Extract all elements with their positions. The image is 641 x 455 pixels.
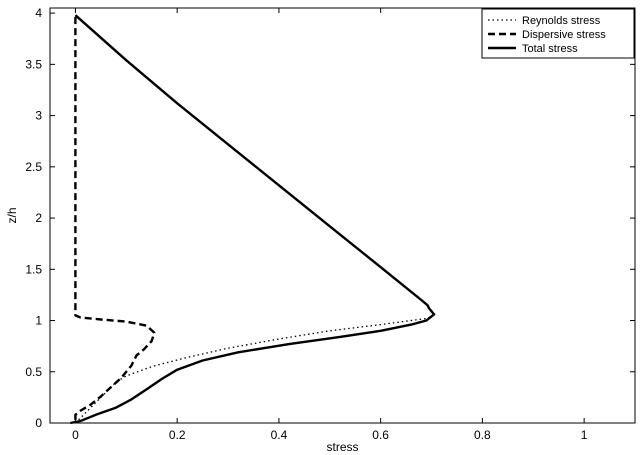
plot-frame [49, 7, 636, 424]
legend-label: Dispersive stress [522, 29, 606, 41]
x-tick-label: 0 [72, 428, 79, 442]
y-tick-label: 2 [35, 211, 42, 225]
y-tick-label: 3.5 [25, 57, 42, 71]
x-tick-label: 0.6 [372, 428, 389, 442]
legend-label: Reynolds stress [522, 15, 601, 27]
plot-lines [70, 14, 436, 425]
y-tick-label: 1.5 [25, 262, 42, 276]
y-tick-label: 0 [35, 416, 42, 430]
x-axis-ticks: 0 0.2 0.4 0.6 0.8 1 [72, 8, 588, 442]
series-line-3 [70, 14, 436, 425]
y-tick-label: 2.5 [25, 160, 42, 174]
legend: Reynolds stress Dispersive stress Total st… [481, 8, 635, 59]
y-tick-label: 3 [35, 109, 42, 123]
legend-label: Total stress [522, 43, 578, 55]
x-tick-label: 0.8 [474, 428, 491, 442]
x-axis-label: stress [326, 440, 358, 454]
y-axis-ticks: 0 0.5 1 1.5 2 2.5 3 3.5 4 [25, 6, 635, 430]
series-line-2 [74, 15, 156, 420]
y-tick-label: 4 [35, 6, 42, 20]
x-tick-label: 0.2 [169, 428, 186, 442]
x-tick-label: 1 [581, 428, 588, 442]
legend-box [481, 8, 635, 59]
y-tick-label: 0.5 [25, 365, 42, 379]
y-tick-label: 1 [35, 314, 42, 328]
x-tick-label: 0.4 [271, 428, 288, 442]
y-axis-label: z/h [5, 207, 19, 223]
